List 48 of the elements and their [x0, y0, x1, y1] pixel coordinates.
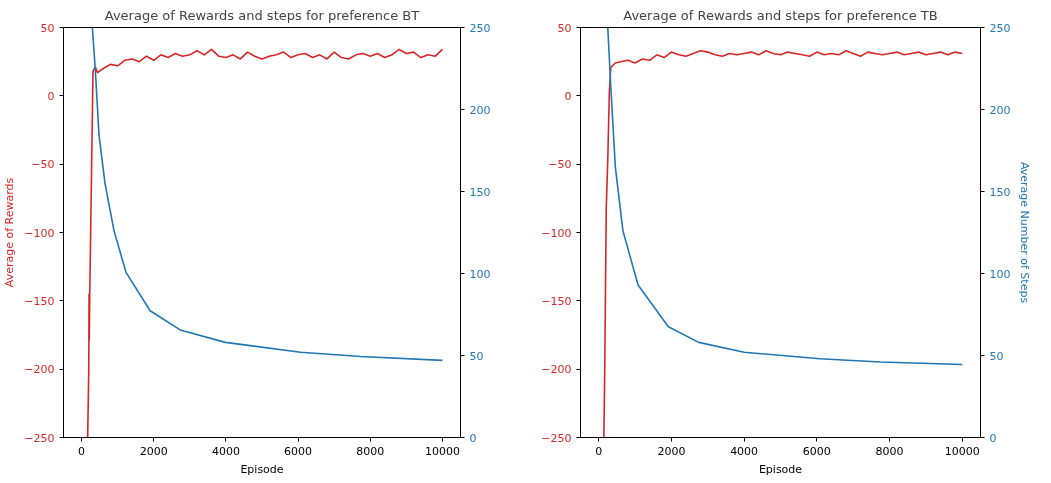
y2-tick-label: 250: [469, 21, 491, 35]
y-axis-title: Average of Rewards: [3, 177, 17, 288]
x-tick-label: 2000: [139, 444, 168, 458]
y2-tick-label: 50: [989, 349, 1004, 363]
y-tick-label: −100: [24, 226, 55, 240]
line-series: [603, 49, 964, 438]
y-tick-label: 50: [557, 21, 572, 35]
y-tick-label: 0: [47, 89, 55, 103]
y-tick-label: −50: [548, 158, 572, 172]
x-tick-label: 0: [78, 444, 86, 458]
y2-tick-label: 200: [469, 103, 491, 117]
y-tick-label: 50: [40, 21, 55, 35]
chart-title: Average of Rewards and steps for preference TB: [623, 7, 938, 23]
y2-tick-label: 0: [469, 431, 477, 445]
y2-tick-label: 100: [989, 267, 1011, 281]
x-tick-label: 0: [595, 444, 603, 458]
y-tick-label: −250: [24, 431, 55, 445]
x-axis-title: Episode: [240, 462, 284, 476]
x-tick-label: 4000: [211, 444, 240, 458]
x-tick-label: 6000: [802, 444, 831, 458]
y2-tick-label: 100: [469, 267, 491, 281]
y-tick-label: −200: [541, 363, 572, 377]
line-series: [86, 48, 444, 438]
y-tick-label: −250: [541, 431, 572, 445]
y2-tick-label: 150: [469, 185, 491, 199]
y2-tick-label: 150: [989, 185, 1011, 199]
y2-tick-label: 0: [989, 431, 997, 445]
y2-tick-label: 50: [469, 349, 484, 363]
y-tick-label: −50: [31, 158, 55, 172]
y-tick-label: −150: [24, 294, 55, 308]
x-tick-label: 4000: [730, 444, 759, 458]
x-tick-label: 10000: [424, 444, 460, 458]
x-axis-title: Episode: [758, 462, 803, 476]
x-tick-label: 2000: [657, 444, 686, 458]
y2-axis-title: Average Number of Steps: [1018, 161, 1032, 304]
line-series: [606, 27, 964, 366]
y2-tick-label: 200: [989, 103, 1011, 117]
y-tick-label: −150: [541, 294, 572, 308]
y-tick-label: 0: [564, 89, 572, 103]
x-tick-label: 8000: [875, 444, 904, 458]
y2-tick-label: 250: [989, 21, 1011, 35]
chart-title: Average of Rewards and steps for preference BT: [104, 7, 420, 23]
line-series: [91, 27, 444, 362]
x-tick-label: 8000: [356, 444, 385, 458]
x-tick-label: 6000: [284, 444, 313, 458]
x-tick-label: 10000: [944, 444, 980, 458]
y-tick-label: −200: [24, 363, 55, 377]
y-tick-label: −100: [541, 226, 572, 240]
